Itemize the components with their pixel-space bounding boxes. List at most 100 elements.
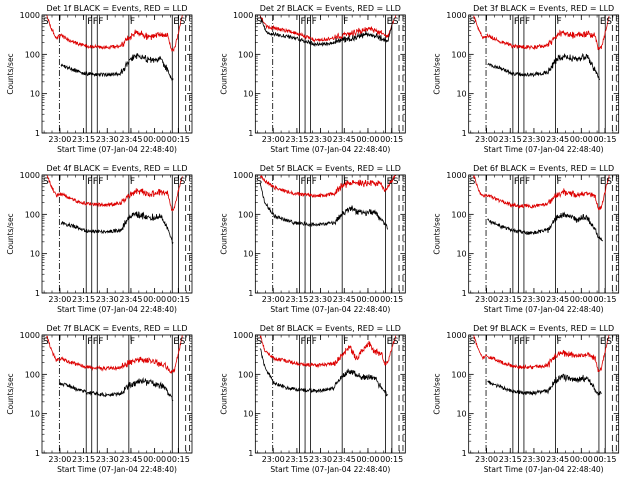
- marker-label: E: [600, 337, 606, 347]
- y-axis-label: Counts/sec: [6, 373, 15, 414]
- x-tick-label: 23:45: [546, 455, 569, 464]
- y-tick-label: 1: [35, 289, 40, 298]
- marker-label: F: [306, 17, 311, 27]
- marker-label: F: [514, 17, 519, 27]
- marker-label: F: [525, 177, 530, 187]
- marker-label: F: [519, 17, 524, 27]
- x-axis-label: Start Time (07-Jan-04 22:48:40): [270, 465, 390, 474]
- marker-label: F: [312, 337, 317, 347]
- x-tick-label: 00:15: [167, 135, 190, 144]
- marker-label: F: [514, 177, 519, 187]
- x-tick-label: 00:15: [593, 295, 616, 304]
- y-tick-label: 10: [456, 90, 466, 99]
- x-tick-label: 00:00: [143, 135, 166, 144]
- plot-frame: [254, 14, 406, 134]
- y-tick-label: 1000: [446, 11, 466, 20]
- y-tick-label: 1: [35, 129, 40, 138]
- x-tick-label: 00:00: [143, 455, 166, 464]
- y-tick-label: 1: [248, 449, 253, 458]
- x-tick-label: 23:30: [309, 135, 332, 144]
- x-tick-label: 23:45: [333, 295, 356, 304]
- chart-panel: Det 4f BLACK = Events, RED = LLD Counts/s…: [6, 164, 193, 314]
- marker-label: S: [393, 177, 399, 187]
- y-tick-label: 10: [243, 410, 253, 419]
- y-tick-label: 1: [35, 449, 40, 458]
- marker-label: F: [93, 337, 98, 347]
- chart-title: Det 5f BLACK = Events, RED = LLD: [260, 164, 401, 173]
- marker-label: F: [87, 337, 92, 347]
- events-series-line: [260, 16, 393, 48]
- x-tick-label: 23:00: [48, 135, 71, 144]
- x-tick-label: 23:15: [72, 135, 95, 144]
- chart-title: Det 7f BLACK = Events, RED = LLD: [46, 324, 187, 333]
- marker-label: S: [256, 17, 262, 27]
- marker-label: F: [87, 177, 92, 187]
- marker-label: S: [393, 337, 399, 347]
- marker-label: F: [312, 177, 317, 187]
- y-axis-label: Counts/sec: [433, 53, 442, 94]
- x-tick-label: 00:15: [380, 295, 403, 304]
- marker-label: F: [557, 177, 562, 187]
- chart-panel: Det 6f BLACK = Events, RED = LLD Counts/s…: [433, 164, 620, 314]
- x-tick-label: 00:00: [570, 455, 593, 464]
- x-axis-label: Start Time (07-Jan-04 22:48:40): [57, 465, 177, 474]
- marker-label: F: [306, 177, 311, 187]
- marker-label: S: [606, 337, 612, 347]
- chart-title: Det 4f BLACK = Events, RED = LLD: [46, 164, 187, 173]
- chart-panel: Det 1f BLACK = Events, RED = LLD Counts/s…: [6, 4, 193, 154]
- x-tick-label: 23:15: [285, 135, 308, 144]
- x-tick-label: 23:00: [48, 295, 71, 304]
- x-tick-label: 23:15: [72, 295, 95, 304]
- y-axis-label: Counts/sec: [433, 373, 442, 414]
- marker-label: E: [600, 17, 606, 27]
- x-tick-label: 23:30: [522, 455, 545, 464]
- x-tick-label: 23:45: [333, 455, 356, 464]
- lld-series-line: [46, 335, 183, 374]
- x-tick-label: 00:15: [167, 455, 190, 464]
- events-series-line: [259, 182, 388, 230]
- x-tick-label: 00:15: [380, 455, 403, 464]
- x-axis-label: Start Time (07-Jan-04 22:48:40): [57, 305, 177, 314]
- x-tick-label: 00:15: [380, 135, 403, 144]
- marker-label: E: [600, 177, 606, 187]
- x-tick-label: 00:00: [356, 295, 379, 304]
- marker-label: F: [343, 337, 348, 347]
- chart-title: Det 9f BLACK = Events, RED = LLD: [473, 324, 614, 333]
- x-tick-label: 23:15: [499, 135, 522, 144]
- chart-panel: Det 2f BLACK = Events, RED = LLD Counts/s…: [219, 4, 406, 154]
- events-series-line: [60, 53, 174, 82]
- y-axis-label: Counts/sec: [219, 213, 228, 254]
- x-tick-label: 23:30: [96, 135, 119, 144]
- events-series-line: [60, 211, 174, 244]
- x-tick-label: 23:45: [119, 135, 142, 144]
- y-tick-label: 100: [451, 50, 466, 59]
- lld-series-line: [260, 175, 397, 198]
- x-tick-label: 00:15: [167, 295, 190, 304]
- marker-label: F: [98, 177, 103, 187]
- x-axis-label: Start Time (07-Jan-04 22:48:40): [484, 145, 604, 154]
- marker-label: F: [130, 337, 135, 347]
- x-axis-label: Start Time (07-Jan-04 22:48:40): [270, 145, 390, 154]
- chart-title: Det 1f BLACK = Events, RED = LLD: [46, 4, 187, 13]
- y-tick-label: 1000: [446, 331, 466, 340]
- marker-label: E: [173, 337, 179, 347]
- plot-frame: [468, 174, 620, 294]
- plot-frame: [468, 334, 620, 454]
- lld-series-line: [473, 15, 610, 51]
- plot-frame: [468, 14, 620, 134]
- y-tick-label: 10: [243, 90, 253, 99]
- marker-label: F: [557, 337, 562, 347]
- plot-frame: [41, 14, 193, 134]
- y-tick-label: 100: [238, 370, 253, 379]
- x-tick-label: 23:00: [475, 295, 498, 304]
- marker-label: F: [306, 337, 311, 347]
- marker-label: S: [606, 177, 612, 187]
- y-axis-label: Counts/sec: [219, 373, 228, 414]
- y-tick-label: 1: [248, 289, 253, 298]
- y-tick-label: 1000: [233, 171, 253, 180]
- marker-label: S: [180, 17, 186, 27]
- y-tick-label: 100: [25, 370, 40, 379]
- x-tick-label: 23:30: [522, 295, 545, 304]
- x-tick-label: 00:00: [356, 455, 379, 464]
